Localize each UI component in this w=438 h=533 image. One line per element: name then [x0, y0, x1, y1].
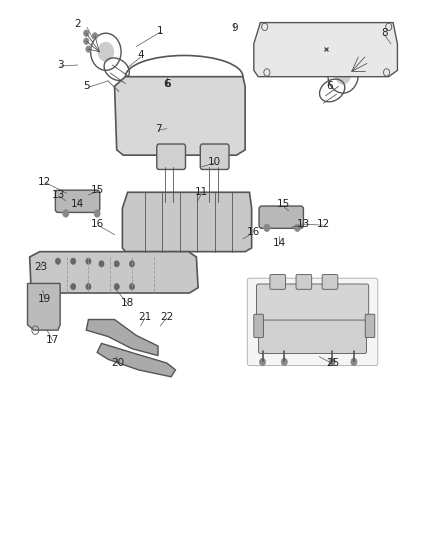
Circle shape: [362, 68, 367, 75]
Circle shape: [264, 224, 270, 231]
Text: 14: 14: [71, 199, 84, 209]
Circle shape: [86, 284, 91, 290]
FancyBboxPatch shape: [254, 314, 263, 337]
Circle shape: [294, 224, 300, 231]
Text: 9: 9: [231, 23, 237, 33]
Text: 25: 25: [326, 358, 339, 368]
FancyBboxPatch shape: [322, 274, 338, 289]
Circle shape: [335, 65, 351, 84]
Circle shape: [63, 210, 69, 217]
Text: 19: 19: [38, 294, 52, 304]
Circle shape: [98, 42, 114, 61]
PathPatch shape: [30, 252, 198, 293]
Circle shape: [129, 261, 134, 267]
Text: 15: 15: [277, 199, 290, 209]
Circle shape: [84, 38, 89, 44]
PathPatch shape: [86, 319, 158, 356]
Circle shape: [114, 284, 119, 290]
Circle shape: [281, 358, 287, 366]
Text: 15: 15: [91, 184, 104, 195]
Circle shape: [114, 261, 119, 267]
Text: 12: 12: [38, 176, 52, 187]
Text: 23: 23: [34, 262, 47, 271]
Text: 5: 5: [83, 81, 89, 91]
Text: 13: 13: [297, 219, 311, 229]
Circle shape: [86, 258, 91, 264]
Text: 10: 10: [208, 157, 221, 166]
Circle shape: [356, 54, 361, 60]
FancyBboxPatch shape: [200, 144, 229, 169]
FancyBboxPatch shape: [259, 206, 304, 228]
Circle shape: [129, 284, 134, 290]
Circle shape: [71, 284, 76, 290]
Circle shape: [84, 30, 89, 36]
Circle shape: [329, 358, 335, 366]
Circle shape: [92, 33, 98, 39]
Text: 22: 22: [160, 312, 173, 322]
Circle shape: [351, 358, 357, 366]
PathPatch shape: [97, 343, 176, 377]
Text: 6: 6: [163, 78, 170, 88]
Text: 18: 18: [121, 297, 134, 308]
FancyBboxPatch shape: [55, 190, 100, 213]
Text: 3: 3: [57, 60, 64, 70]
PathPatch shape: [28, 284, 60, 330]
FancyBboxPatch shape: [157, 144, 185, 169]
Text: 7: 7: [155, 124, 161, 134]
FancyBboxPatch shape: [258, 320, 367, 353]
Text: 6: 6: [327, 81, 333, 91]
Text: 13: 13: [51, 190, 64, 200]
Text: 17: 17: [46, 335, 60, 345]
Text: 21: 21: [138, 312, 152, 322]
Circle shape: [55, 258, 60, 264]
Text: 1: 1: [157, 26, 163, 36]
Text: 20: 20: [111, 358, 124, 368]
Circle shape: [99, 261, 104, 267]
Circle shape: [362, 54, 367, 60]
Circle shape: [94, 210, 100, 217]
Circle shape: [364, 60, 370, 67]
Text: 8: 8: [381, 28, 388, 38]
Text: 2: 2: [74, 19, 81, 29]
Text: 16: 16: [91, 219, 104, 229]
Text: 6: 6: [164, 79, 171, 89]
Text: 11: 11: [195, 187, 208, 197]
Circle shape: [86, 46, 91, 52]
PathPatch shape: [115, 77, 245, 155]
FancyBboxPatch shape: [270, 274, 286, 289]
Text: 16: 16: [246, 227, 260, 237]
Circle shape: [71, 258, 76, 264]
PathPatch shape: [122, 192, 252, 252]
Text: 4: 4: [138, 51, 144, 60]
FancyBboxPatch shape: [296, 274, 312, 289]
PathPatch shape: [254, 22, 397, 77]
Circle shape: [259, 358, 265, 366]
FancyBboxPatch shape: [247, 278, 378, 366]
Text: 14: 14: [273, 238, 286, 248]
FancyBboxPatch shape: [256, 284, 369, 322]
Text: 12: 12: [317, 219, 330, 229]
FancyBboxPatch shape: [365, 314, 375, 337]
